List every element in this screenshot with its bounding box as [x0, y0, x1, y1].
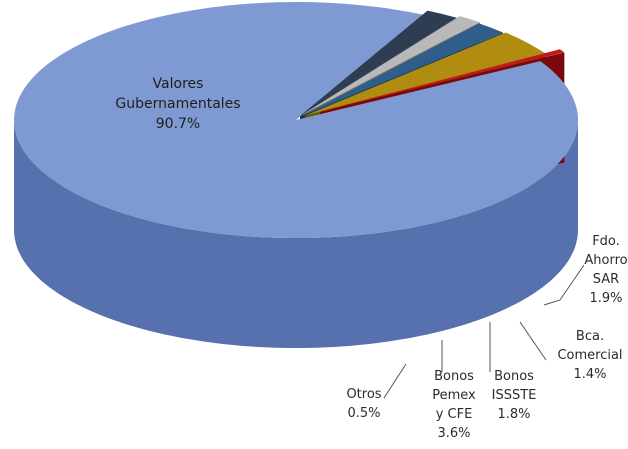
- slice-5: [320, 49, 565, 112]
- pie-tops: [14, 2, 579, 239]
- slice-label-2: Comercial: [557, 348, 622, 363]
- slice-label-5: Otros: [346, 387, 381, 402]
- slice-label-3: ISSSTE: [492, 388, 537, 403]
- slice-1: [300, 10, 457, 116]
- leader-line-2: [519, 321, 547, 361]
- slice-value-4: 3.6%: [437, 426, 470, 441]
- slice-label-4: y CFE: [436, 407, 473, 422]
- slice-label-1: SAR: [593, 272, 619, 287]
- leader-line-1: [543, 264, 585, 306]
- slice-label-0: Gubernamentales: [115, 96, 240, 112]
- slice-value-5: 0.5%: [347, 406, 380, 421]
- slice-value-2: 1.4%: [573, 367, 606, 382]
- slice-value-3: 1.8%: [497, 407, 530, 422]
- leader-lines: [383, 264, 585, 399]
- slice-label-4: Bonos: [434, 369, 474, 384]
- slice-label-1: Fdo.: [592, 234, 620, 249]
- slice-label-1: Ahorro: [584, 253, 627, 268]
- slice-0: [14, 2, 579, 239]
- slice-4: [305, 32, 546, 116]
- slice-label-2: Bca.: [576, 329, 604, 344]
- slice-value-0: 90.7%: [156, 116, 200, 132]
- slice-2: [303, 16, 480, 115]
- slice-value-1: 1.9%: [589, 291, 622, 306]
- slice-label-0: Valores: [153, 76, 204, 92]
- slice-3: [302, 23, 503, 116]
- slice-label-4: Pemex: [432, 388, 476, 403]
- leader-line-5: [383, 363, 407, 399]
- slice-side-0: [14, 120, 578, 348]
- slice-labels: Valores Gubernamentales 90.7% Fdo. Ahorro SAR…: [115, 76, 627, 441]
- slice-label-3: Bonos: [494, 369, 534, 384]
